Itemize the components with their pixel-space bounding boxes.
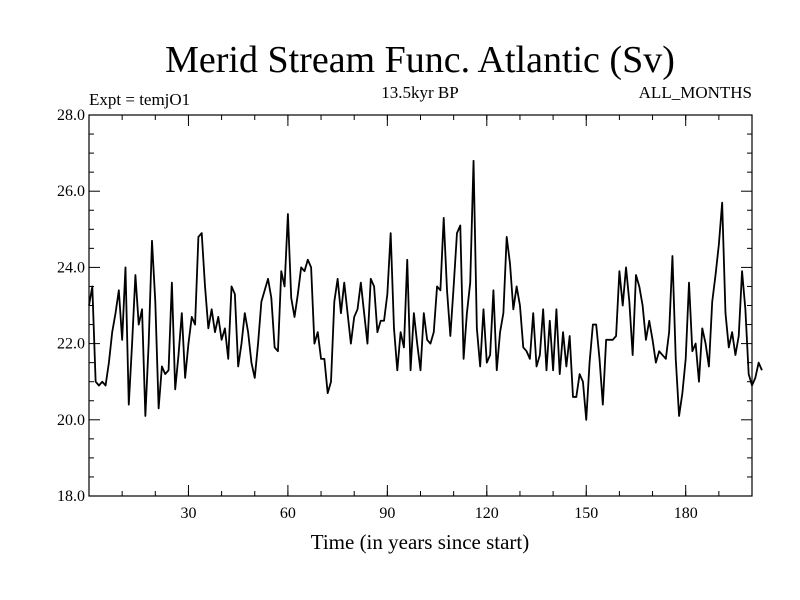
axis-ticks [89,114,752,497]
months-label: ALL_MONTHS [639,83,752,102]
experiment-label: Expt = temjO1 [89,90,190,109]
x-tick-label: 60 [280,505,296,522]
y-tick-label: 20.0 [57,412,85,429]
plot-frame [88,114,753,497]
x-tick-label: 30 [180,505,196,522]
x-tick-label: 150 [574,505,598,522]
axis-tick-labels: 30 60 90 120 150 180 18.0 20.0 22.0 24.0 26.0 28.0 [57,107,698,522]
y-tick-label: 28.0 [57,107,85,124]
x-axis-label: Time (in years since start) [311,530,530,554]
x-tick-label: 120 [475,505,499,522]
series-layer [88,159,763,421]
chart-subtitle: 13.5kyr BP [381,83,458,102]
x-tick-label: 90 [379,505,395,522]
x-tick-label: 180 [674,505,698,522]
y-tick-label: 26.0 [57,183,85,200]
y-tick-label: 24.0 [57,259,85,276]
y-tick-label: 18.0 [57,488,85,505]
chart-title: Merid Stream Func. Atlantic (Sv) [165,39,675,81]
series-line [88,159,763,421]
y-tick-label: 22.0 [57,336,85,353]
